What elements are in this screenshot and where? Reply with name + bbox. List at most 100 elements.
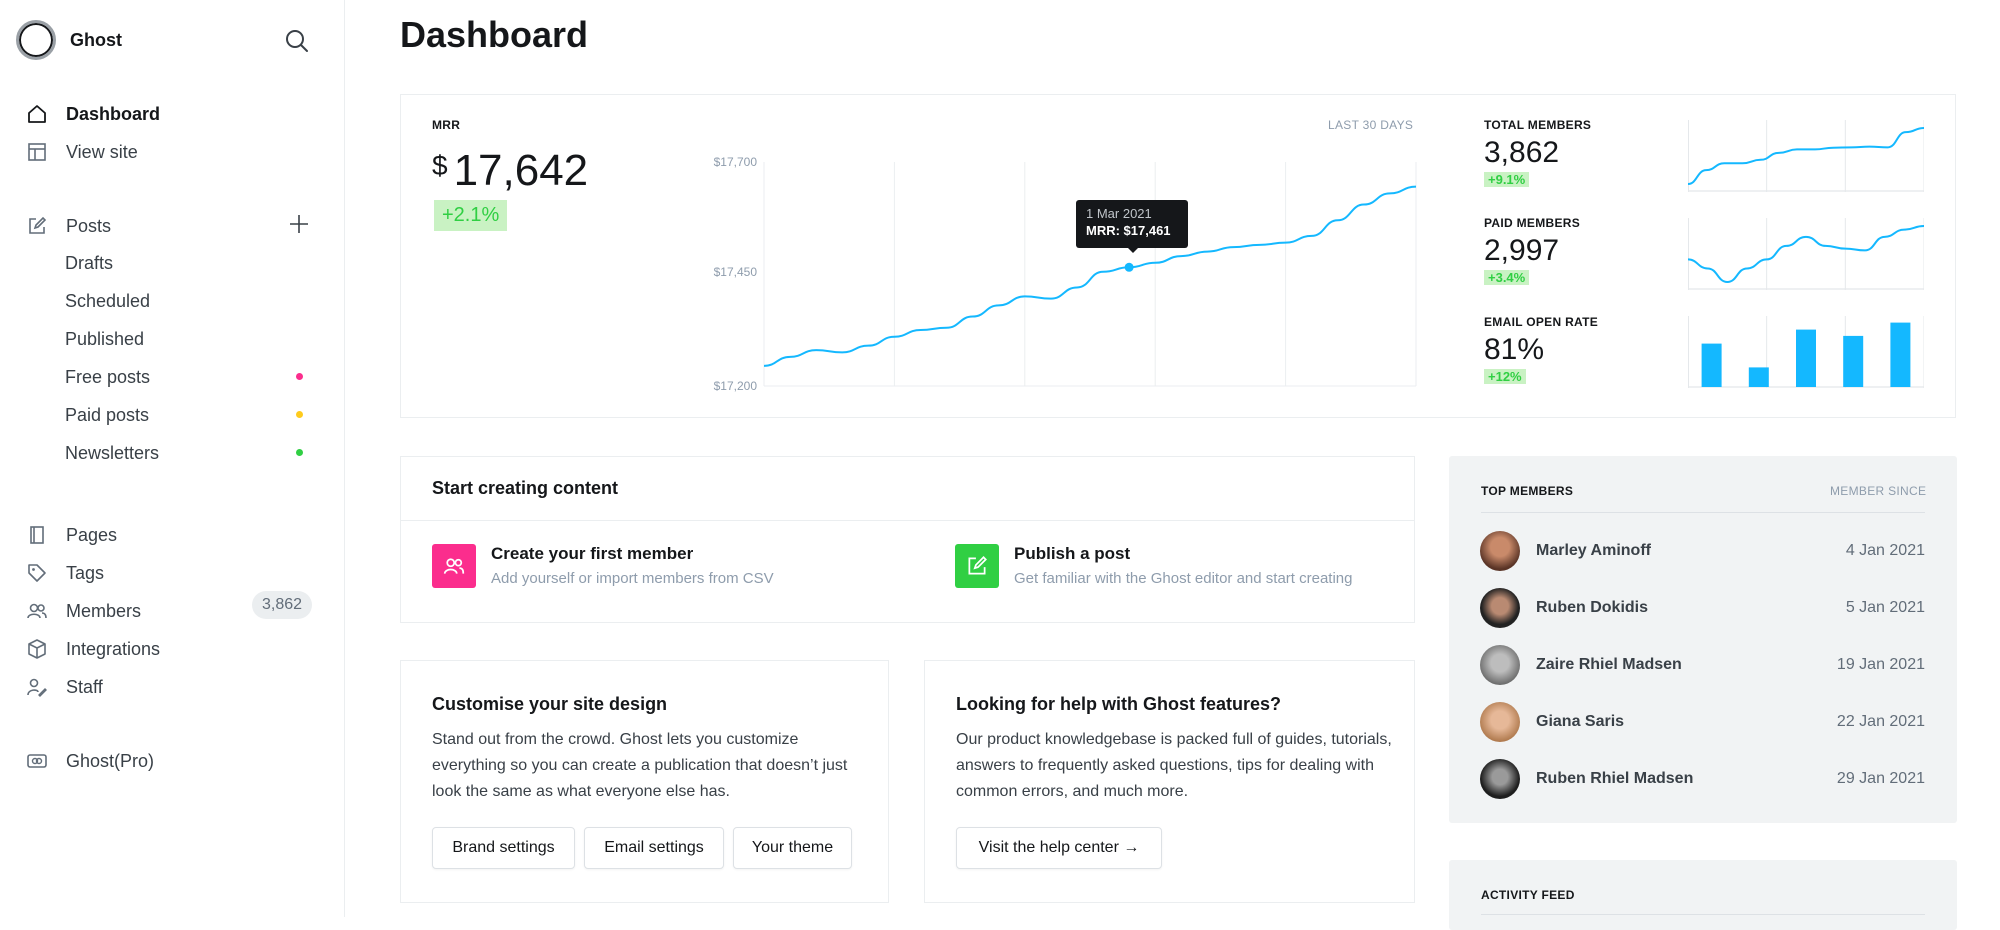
top-members-title: TOP MEMBERS	[1481, 484, 1574, 498]
mrr-ytick-mid: $17,450	[714, 265, 758, 279]
nav-members[interactable]: Members	[26, 596, 141, 626]
avatar	[1480, 759, 1520, 799]
stat-email-open-rate-label: EMAIL OPEN RATE	[1484, 315, 1599, 329]
total-members-sparkline	[1688, 120, 1924, 192]
tooltip-date: 1 Mar 2021	[1086, 206, 1152, 221]
start-content-title: Start creating content	[432, 478, 619, 498]
paid-members-sparkline	[1688, 218, 1924, 290]
member-name: Ruben Dokidis	[1536, 599, 1649, 616]
start-content-card	[400, 456, 1415, 623]
member-row[interactable]: Marley Aminoff 4 Jan 2021	[1480, 531, 1925, 571]
brand-settings-button[interactable]: Brand settings	[432, 827, 575, 869]
design-card-text: Stand out from the crowd. Ghost lets you…	[432, 731, 848, 800]
open-rate-bar	[1843, 335, 1864, 387]
layout-icon	[26, 141, 48, 163]
ghost-pro-icon	[26, 750, 48, 772]
create-member-item[interactable]: Create your first member Add yourself or…	[432, 544, 912, 592]
design-card-title: Customise your site design	[432, 694, 668, 714]
open-rate-bar	[1890, 322, 1911, 387]
tag-icon	[26, 562, 48, 584]
nav-free-posts[interactable]: Free posts	[65, 366, 151, 387]
nav-tags-label: Tags	[66, 562, 105, 583]
nav-published[interactable]: Published	[65, 328, 145, 349]
member-row[interactable]: Ruben Rhiel Madsen 29 Jan 2021	[1480, 759, 1925, 799]
nav-view-site-label: View site	[66, 141, 138, 162]
member-date: 5 Jan 2021	[1845, 599, 1925, 616]
nav-drafts[interactable]: Drafts	[65, 252, 114, 273]
stat-total-members-delta: +9.1%	[1484, 172, 1530, 187]
member-name: Ruben Rhiel Madsen	[1536, 770, 1694, 787]
create-member-title: Create your first member	[491, 544, 694, 563]
sidebar: Ghost Dashboard View site Posts Drafts S…	[0, 0, 345, 917]
stat-email-open-rate: EMAIL OPEN RATE 81% +12%	[1484, 315, 1598, 386]
mrr-value: $ 17,642	[432, 146, 588, 196]
avatar	[1480, 645, 1520, 685]
stat-total-members: TOTAL MEMBERS 3,862 +9.1%	[1484, 118, 1591, 189]
avatar	[1480, 588, 1520, 628]
stat-paid-members-delta: +3.4%	[1484, 270, 1530, 285]
nav-posts[interactable]: Posts	[26, 211, 111, 241]
mrr-delta: +2.1%	[434, 200, 508, 231]
email-open-rate-bars	[1688, 316, 1924, 388]
brand[interactable]: Ghost	[16, 20, 122, 60]
member-since-label: MEMBER SINCE	[1830, 484, 1927, 498]
nav-dashboard[interactable]: Dashboard	[26, 99, 160, 129]
activity-feed-title: ACTIVITY FEED	[1481, 888, 1575, 902]
email-settings-button[interactable]: Email settings	[584, 827, 724, 869]
stat-paid-members-label: PAID MEMBERS	[1484, 216, 1581, 230]
help-card	[924, 660, 1415, 903]
mrr-series-line	[763, 185, 1417, 367]
member-row[interactable]: Ruben Dokidis 5 Jan 2021	[1480, 588, 1925, 628]
your-theme-button[interactable]: Your theme	[733, 827, 852, 869]
publish-post-title: Publish a post	[1014, 544, 1131, 563]
mrr-label: MRR	[432, 118, 461, 132]
publish-post-item[interactable]: Publish a post Get familiar with the Gho…	[955, 544, 1395, 592]
nav-pages[interactable]: Pages	[26, 520, 117, 550]
stat-email-open-rate-value: 81%	[1484, 333, 1545, 366]
stat-paid-members: PAID MEMBERS 2,997 +3.4%	[1484, 216, 1580, 287]
members-count-badge: 3,862	[252, 591, 312, 619]
nav-integrations[interactable]: Integrations	[26, 634, 160, 664]
sparkline-series	[1688, 127, 1924, 185]
nav-ghost-pro[interactable]: Ghost(Pro)	[26, 746, 154, 776]
nav-members-label: Members	[66, 600, 142, 621]
member-row[interactable]: Zaire Rhiel Madsen 19 Jan 2021	[1480, 645, 1925, 685]
nav-staff[interactable]: Staff	[26, 672, 103, 702]
nav-paid-posts[interactable]: Paid posts	[65, 404, 150, 425]
nav-integrations-label: Integrations	[66, 638, 161, 659]
open-rate-bar	[1796, 329, 1816, 387]
paid-posts-dot	[296, 411, 303, 418]
search-icon[interactable]	[283, 27, 311, 55]
tooltip-arrow	[1127, 247, 1139, 253]
stat-paid-members-value: 2,997	[1484, 234, 1560, 267]
publish-post-desc: Get familiar with the Ghost editor and s…	[1014, 570, 1353, 587]
nav-view-site[interactable]: View site	[26, 137, 138, 167]
open-rate-bar	[1748, 367, 1769, 387]
help-card-title: Looking for help with Ghost features?	[956, 694, 1282, 714]
nav-posts-label: Posts	[66, 215, 112, 236]
divider	[401, 520, 1414, 521]
edit-icon	[26, 215, 48, 237]
add-post-icon[interactable]	[288, 213, 310, 235]
mrr-range-label: LAST 30 DAYS	[1328, 118, 1414, 132]
members-icon	[26, 600, 48, 622]
edit-icon	[955, 544, 999, 588]
nav-newsletters[interactable]: Newsletters	[65, 442, 160, 463]
member-name: Zaire Rhiel Madsen	[1536, 656, 1682, 673]
help-center-button[interactable]: Visit the help center →	[956, 827, 1162, 869]
member-row[interactable]: Giana Saris 22 Jan 2021	[1480, 702, 1925, 742]
home-icon	[26, 103, 48, 125]
stat-total-members-value: 3,862	[1484, 136, 1560, 169]
mrr-ytick-bottom: $17,200	[714, 379, 758, 393]
top-members-card	[1449, 456, 1957, 823]
create-member-desc: Add yourself or import members from CSV	[491, 570, 774, 587]
free-posts-dot	[296, 373, 303, 380]
nav-tags[interactable]: Tags	[26, 558, 104, 588]
members-icon	[432, 544, 476, 588]
brand-name: Ghost	[70, 29, 122, 50]
nav-scheduled[interactable]: Scheduled	[65, 290, 151, 311]
member-name: Marley Aminoff	[1536, 542, 1651, 559]
member-name: Giana Saris	[1536, 713, 1625, 730]
divider	[1481, 512, 1925, 513]
mrr-ytick-top: $17,700	[714, 155, 758, 169]
